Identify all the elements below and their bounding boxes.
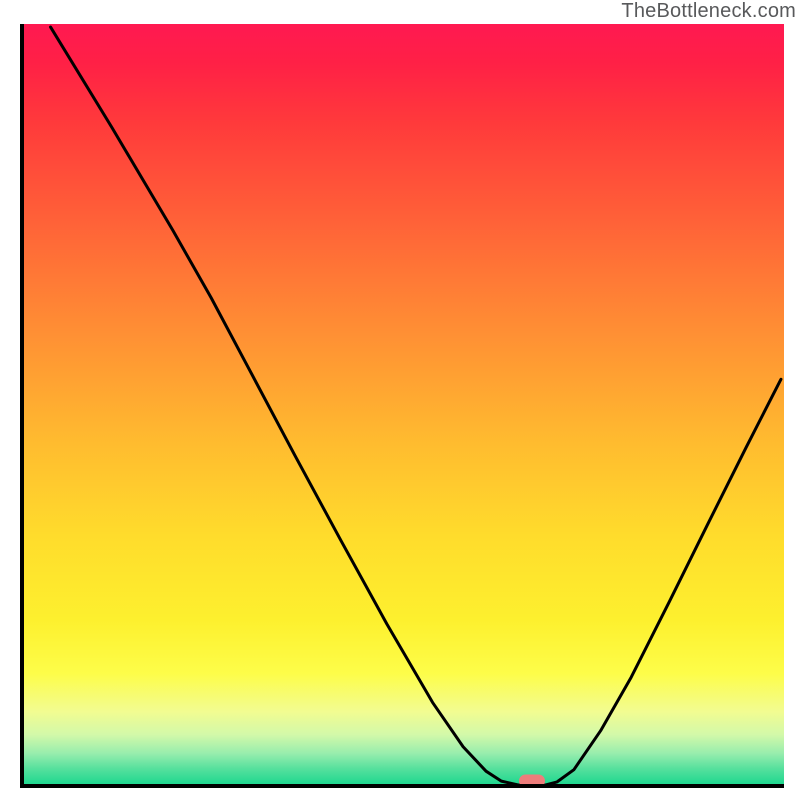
bottleneck-curve	[51, 27, 781, 785]
chart-frame: TheBottleneck.com	[0, 0, 800, 800]
plot-area	[20, 24, 784, 788]
optimal-marker	[519, 775, 545, 788]
watermark-text: TheBottleneck.com	[621, 0, 796, 23]
plot-svg	[20, 24, 784, 788]
